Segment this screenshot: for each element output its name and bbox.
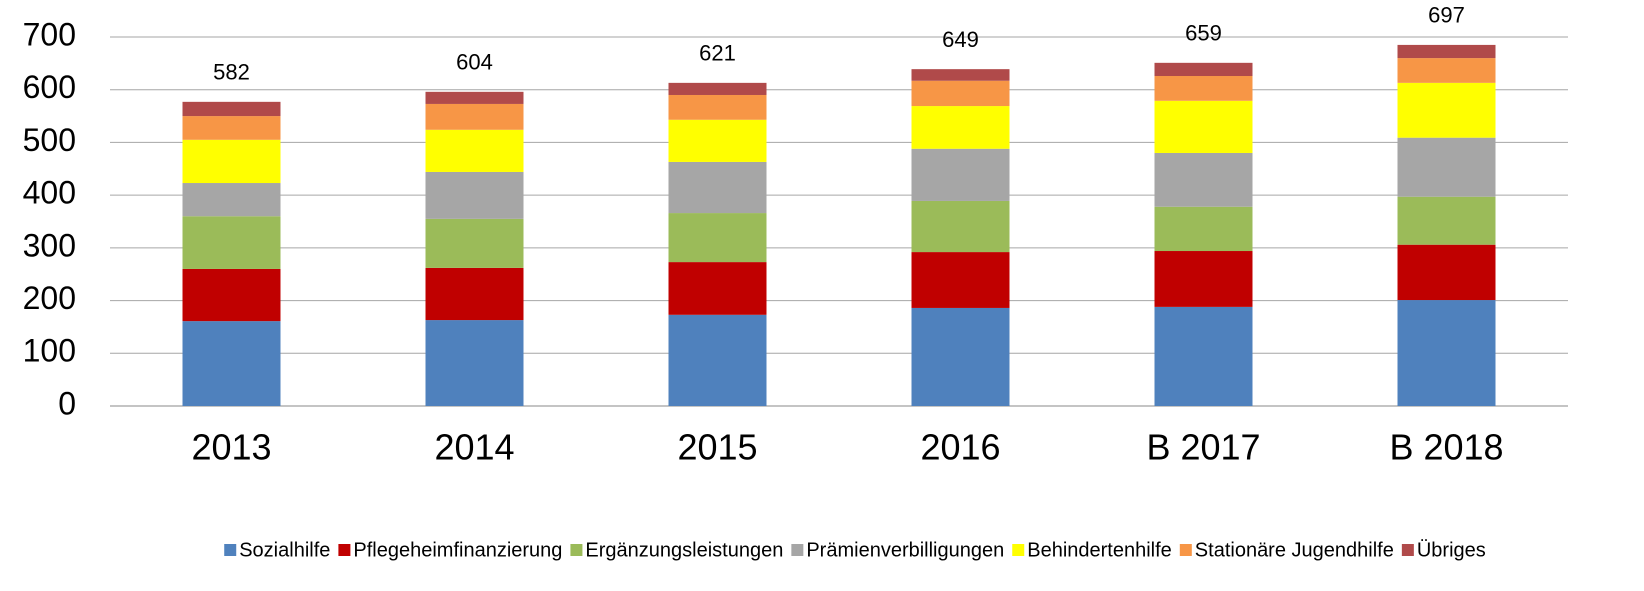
bar-segment	[182, 101, 281, 117]
bar-segment	[425, 218, 524, 268]
bar-segment	[1154, 152, 1253, 207]
bar-segment	[1397, 300, 1496, 406]
bar-segment	[911, 252, 1010, 308]
x-tick-label: 2014	[434, 427, 514, 468]
y-tick-label: 600	[23, 69, 76, 105]
bar-segment	[1397, 244, 1496, 301]
bar-segment	[668, 94, 767, 120]
legend-swatch	[1012, 544, 1025, 556]
bar-segment	[1397, 137, 1496, 197]
bar-segment	[911, 80, 1010, 107]
total-label: 697	[1428, 3, 1465, 28]
legend-label: Übriges	[1417, 539, 1486, 561]
legend-swatch	[570, 544, 583, 556]
bar-segment	[911, 148, 1010, 201]
bar-segment	[911, 200, 1010, 253]
legend-swatch	[791, 544, 804, 556]
bar-segment	[425, 267, 524, 321]
bar-segment	[1154, 251, 1253, 307]
bar-segment	[425, 103, 524, 130]
y-tick-label: 400	[23, 175, 76, 211]
bar-segment	[911, 106, 1010, 149]
bar-segment	[911, 69, 1010, 81]
legend-swatch	[338, 544, 351, 556]
bar-segment	[1154, 100, 1253, 153]
bar-segment	[182, 321, 281, 406]
bar-segment	[1397, 58, 1496, 83]
bar-segment	[182, 268, 281, 322]
bar-segment	[1397, 196, 1496, 245]
legend-label: Sozialhilfe	[239, 539, 330, 561]
legend-swatch	[1401, 544, 1414, 556]
bar-segment	[182, 139, 281, 184]
bar-segment	[668, 119, 767, 162]
bar-segment	[425, 129, 524, 172]
bar-segment	[668, 161, 767, 214]
bar-segment	[425, 91, 524, 104]
y-tick-label: 100	[23, 333, 76, 369]
bar-segment	[668, 314, 767, 406]
bar-segment	[1397, 82, 1496, 138]
y-tick-label: 500	[23, 122, 76, 158]
total-label: 582	[213, 60, 250, 85]
bar-segment	[668, 82, 767, 95]
y-tick-label: 700	[23, 16, 76, 52]
x-tick-label: B 2017	[1146, 427, 1260, 468]
y-tick-label: 200	[23, 280, 76, 316]
legend-label: Pflegeheimfinanzierung	[353, 539, 562, 561]
legend-label: Behindertenhilfe	[1027, 539, 1172, 561]
legend-label: Stationäre Jugendhilfe	[1195, 539, 1394, 561]
bar-segment	[1154, 206, 1253, 252]
x-tick-label: 2013	[191, 427, 271, 468]
bar-segment	[182, 216, 281, 269]
bar-segment	[668, 213, 767, 263]
bar-segment	[1397, 44, 1496, 59]
bar-segment	[911, 307, 1010, 406]
legend-swatch	[1179, 544, 1192, 556]
y-tick-label: 0	[58, 385, 76, 421]
total-label: 604	[456, 50, 493, 75]
bar-segment	[425, 171, 524, 219]
total-label: 621	[699, 41, 736, 66]
legend-label: Ergänzungsleistungen	[585, 539, 783, 561]
x-tick-label: 2016	[920, 427, 1000, 468]
bar-segment	[1154, 76, 1253, 101]
total-label: 659	[1185, 21, 1222, 46]
total-label: 649	[942, 27, 979, 52]
bar-segment	[668, 262, 767, 315]
bar-segment	[182, 183, 281, 217]
legend-swatch	[224, 544, 237, 556]
x-tick-label: B 2018	[1389, 427, 1503, 468]
bar-segment	[182, 116, 281, 140]
legend-label: Prämienverbilligungen	[806, 539, 1004, 561]
x-tick-label: 2015	[677, 427, 757, 468]
bar-segment	[425, 320, 524, 406]
bar-segment	[1154, 62, 1253, 77]
y-tick-label: 300	[23, 227, 76, 263]
bar-segment	[1154, 306, 1253, 406]
